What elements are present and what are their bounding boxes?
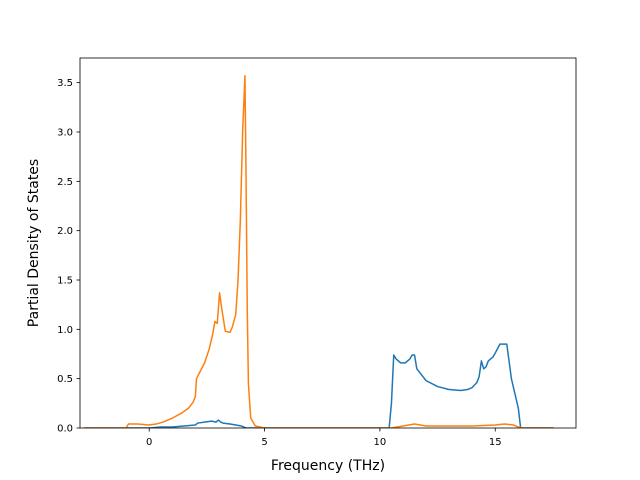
x-tick-label: 0: [146, 437, 152, 448]
y-tick-label: 0.5: [57, 374, 73, 385]
y-tick-label: 3.0: [57, 128, 73, 139]
x-tick-label: 10: [374, 437, 387, 448]
series-line-1: [83, 343, 554, 428]
y-axis-label: Partial Density of States: [26, 159, 42, 327]
axes-frame: [79, 57, 577, 429]
y-tick-label: 0.0: [57, 424, 73, 435]
plot-area: [83, 75, 554, 428]
x-tick-label: 5: [261, 437, 267, 448]
y-tick-label: 1.0: [57, 325, 73, 336]
y-tick-label: 1.5: [57, 276, 73, 287]
series-line-2: [83, 75, 554, 428]
x-tick-label: 15: [489, 437, 502, 448]
x-axis-label: Frequency (THz): [271, 458, 385, 474]
y-tick-label: 2.0: [57, 226, 73, 237]
y-tick-label: 2.5: [57, 177, 73, 188]
series-layer: [83, 75, 554, 428]
y-axis: 0.0 0.5 1.0 1.5 2.0 2.5 3.0 3.5: [57, 78, 80, 435]
x-axis: 0 5 10 15: [146, 428, 502, 448]
y-tick-label: 3.5: [57, 78, 73, 89]
